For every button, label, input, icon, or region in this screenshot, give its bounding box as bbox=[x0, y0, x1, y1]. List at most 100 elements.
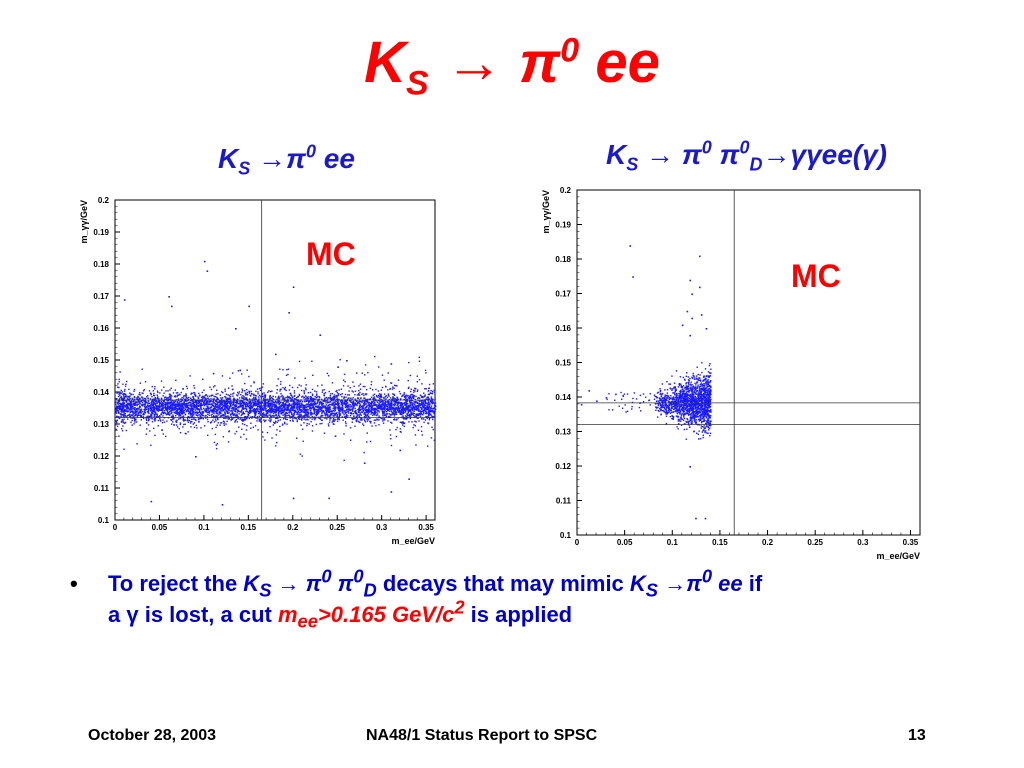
data-point bbox=[145, 433, 148, 435]
data-point bbox=[276, 398, 278, 401]
data-point bbox=[377, 366, 380, 368]
data-point bbox=[281, 404, 283, 407]
data-point bbox=[213, 405, 215, 407]
right-plot-title: KS → π0 π0D→γγee(γ) bbox=[606, 137, 888, 175]
y-tick-label: 0.11 bbox=[94, 484, 110, 493]
data-point bbox=[344, 421, 347, 423]
data-point bbox=[127, 407, 129, 410]
data-point bbox=[184, 407, 186, 409]
data-point bbox=[176, 403, 178, 406]
data-point bbox=[381, 405, 383, 408]
data-point bbox=[295, 403, 297, 405]
data-point bbox=[197, 418, 200, 421]
data-point bbox=[150, 444, 152, 447]
data-point bbox=[121, 403, 123, 405]
data-point bbox=[369, 440, 372, 443]
data-point bbox=[351, 403, 354, 405]
data-point bbox=[154, 406, 156, 408]
data-point bbox=[349, 439, 352, 441]
data-point bbox=[328, 407, 331, 409]
data-point bbox=[300, 409, 302, 412]
data-point bbox=[381, 408, 384, 410]
data-point bbox=[332, 423, 334, 425]
data-point bbox=[376, 407, 379, 410]
data-point bbox=[317, 406, 319, 408]
data-point bbox=[353, 405, 355, 407]
data-point bbox=[302, 415, 305, 418]
data-point bbox=[313, 411, 315, 413]
data-point bbox=[338, 412, 340, 414]
data-point bbox=[220, 391, 223, 393]
data-point bbox=[324, 398, 326, 400]
data-point bbox=[430, 389, 432, 392]
data-point bbox=[408, 421, 410, 423]
data-point bbox=[325, 406, 328, 409]
data-point bbox=[382, 420, 384, 422]
data-point bbox=[417, 406, 419, 409]
data-point bbox=[364, 411, 366, 414]
y-tick-label: 0.18 bbox=[93, 260, 109, 269]
data-point bbox=[259, 413, 261, 415]
data-point bbox=[270, 419, 272, 422]
data-point bbox=[394, 384, 396, 387]
data-point bbox=[402, 416, 404, 418]
data-point bbox=[379, 405, 382, 407]
data-point bbox=[395, 413, 398, 416]
data-point bbox=[175, 412, 178, 414]
data-point bbox=[124, 414, 126, 417]
data-point bbox=[374, 403, 377, 406]
data-point bbox=[159, 420, 162, 422]
data-point bbox=[337, 406, 340, 409]
data-point bbox=[214, 418, 217, 420]
data-point bbox=[406, 401, 408, 403]
data-point bbox=[434, 413, 436, 415]
data-point bbox=[177, 402, 179, 404]
data-point bbox=[350, 397, 352, 399]
data-point bbox=[293, 403, 295, 405]
data-point bbox=[121, 408, 123, 411]
data-point bbox=[191, 418, 193, 421]
data-point bbox=[268, 400, 270, 402]
data-point bbox=[154, 412, 157, 415]
data-point bbox=[329, 414, 332, 417]
data-point bbox=[323, 432, 326, 434]
data-point bbox=[133, 402, 135, 405]
data-point bbox=[303, 391, 305, 393]
data-point bbox=[256, 406, 259, 408]
data-point bbox=[432, 409, 434, 411]
data-point bbox=[303, 418, 305, 420]
data-point bbox=[271, 405, 274, 407]
data-point bbox=[154, 403, 157, 405]
data-point bbox=[150, 401, 152, 404]
data-point bbox=[127, 418, 129, 420]
data-point bbox=[162, 404, 165, 406]
data-point bbox=[207, 407, 209, 409]
data-point bbox=[415, 395, 417, 398]
data-point bbox=[218, 408, 220, 411]
data-point bbox=[204, 394, 206, 397]
data-point bbox=[348, 400, 351, 402]
data-point bbox=[315, 405, 317, 408]
data-point bbox=[132, 411, 134, 414]
data-point bbox=[134, 403, 137, 405]
data-point bbox=[148, 405, 151, 407]
data-point bbox=[218, 410, 220, 413]
data-point bbox=[191, 403, 193, 405]
data-point bbox=[212, 410, 215, 412]
data-point bbox=[161, 429, 163, 431]
data-point bbox=[156, 394, 159, 396]
data-point bbox=[133, 397, 136, 399]
data-point bbox=[342, 385, 345, 387]
data-point bbox=[266, 415, 268, 417]
data-point bbox=[283, 398, 285, 400]
data-point bbox=[397, 398, 399, 401]
data-point bbox=[292, 409, 294, 411]
data-point bbox=[137, 403, 139, 405]
data-point bbox=[306, 422, 308, 425]
data-point bbox=[132, 393, 134, 396]
data-point bbox=[403, 422, 406, 425]
data-point bbox=[151, 385, 153, 388]
data-point bbox=[413, 406, 415, 409]
data-point bbox=[343, 459, 345, 462]
data-point bbox=[413, 424, 415, 426]
